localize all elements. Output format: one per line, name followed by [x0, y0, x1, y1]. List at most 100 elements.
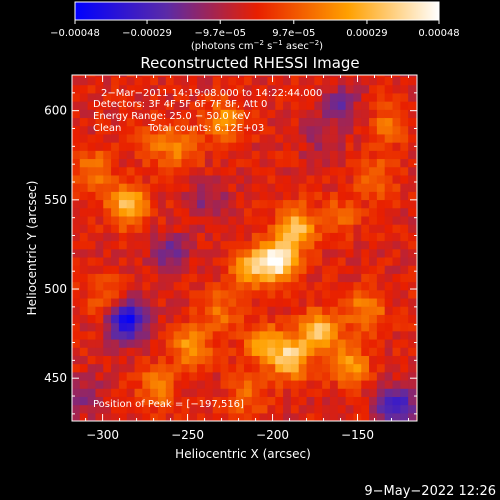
heatmap-cell	[87, 109, 97, 119]
heatmap-cell	[267, 101, 276, 110]
heatmap-cell	[329, 363, 339, 373]
heatmap-cell	[173, 322, 183, 332]
heatmap-cell	[103, 158, 112, 168]
heatmap-cell	[408, 84, 417, 94]
heatmap-cell	[392, 166, 401, 176]
heatmap-cell	[204, 396, 214, 406]
heatmap-cell	[361, 224, 370, 233]
heatmap-cell	[259, 297, 269, 307]
heatmap-cell	[290, 191, 300, 201]
heatmap-cell	[259, 396, 269, 406]
heatmap-cell	[400, 215, 409, 225]
heatmap-cell	[150, 248, 159, 258]
heatmap-cell	[126, 338, 136, 348]
heatmap-cell	[337, 84, 347, 94]
heatmap-cell	[290, 248, 300, 258]
heatmap-cell	[189, 191, 198, 201]
heatmap-cell	[400, 191, 409, 201]
heatmap-cell	[345, 109, 355, 119]
heatmap-cell	[275, 265, 284, 274]
heatmap-cell	[322, 297, 331, 307]
heatmap-cell	[111, 84, 120, 94]
heatmap-cell	[134, 150, 143, 160]
heatmap-cell	[408, 379, 417, 389]
heatmap-cell	[329, 125, 339, 135]
heatmap-cell	[361, 150, 370, 160]
heatmap-cell	[212, 330, 222, 340]
heatmap-cell	[158, 92, 167, 102]
heatmap-cell	[220, 265, 229, 274]
heatmap-cell	[79, 109, 89, 119]
heatmap-cell	[290, 379, 300, 389]
heatmap-cell	[322, 347, 331, 356]
heatmap-cell	[126, 396, 136, 406]
heatmap-cell	[322, 158, 331, 168]
heatmap-cell	[158, 388, 167, 397]
heatmap-cell	[220, 183, 229, 192]
heatmap-cell	[111, 347, 120, 356]
heatmap-cell	[142, 150, 151, 160]
heatmap-cell	[103, 388, 112, 397]
heatmap-cell	[236, 76, 245, 86]
heatmap-cell	[345, 273, 355, 283]
heatmap-cell	[283, 117, 292, 127]
heatmap-cell	[400, 412, 409, 421]
heatmap-cell	[103, 174, 112, 184]
heatmap-cell	[79, 347, 89, 356]
heatmap-cell	[306, 150, 315, 160]
heatmap-cell	[236, 191, 245, 201]
heatmap-cell	[251, 281, 261, 291]
heatmap-cell	[345, 166, 355, 176]
heatmap-cell	[142, 256, 151, 266]
heatmap-cell	[236, 142, 245, 151]
heatmap-cell	[103, 396, 112, 406]
heatmap-cell	[95, 330, 104, 340]
heatmap-cell	[228, 338, 237, 348]
heatmap-cell	[408, 158, 417, 168]
heatmap-cell	[353, 166, 362, 176]
heatmap-cell	[408, 297, 417, 307]
heatmap-cell	[72, 150, 81, 160]
heatmap-cell	[72, 166, 81, 176]
heatmap-cell	[118, 166, 128, 176]
heatmap-cell	[220, 215, 229, 225]
heatmap-cell	[415, 215, 417, 225]
heatmap-cell	[306, 338, 315, 348]
heatmap-cell	[337, 404, 347, 414]
heatmap-cell	[228, 355, 237, 365]
heatmap-cell	[72, 183, 81, 192]
heatmap-cell	[103, 125, 112, 135]
heatmap-cell	[165, 412, 175, 421]
heatmap-cell	[118, 330, 128, 340]
heatmap-cell	[236, 396, 245, 406]
heatmap-cell	[251, 92, 261, 102]
heatmap-cell	[384, 347, 394, 356]
heatmap-cell	[103, 133, 112, 143]
heatmap-cell	[283, 248, 292, 258]
heatmap-cell	[314, 199, 323, 209]
heatmap-cell	[408, 174, 417, 184]
heatmap-cell	[95, 158, 104, 168]
heatmap-cell	[259, 158, 269, 168]
heatmap-cell	[251, 289, 261, 299]
heatmap-cell	[126, 379, 136, 389]
heatmap-cell	[314, 207, 323, 217]
heatmap-cell	[142, 166, 151, 176]
heatmap-cell	[165, 183, 175, 192]
heatmap-cell	[103, 199, 112, 209]
heatmap-cell	[353, 84, 362, 94]
heatmap-cell	[259, 174, 269, 184]
heatmap-cell	[259, 256, 269, 266]
heatmap-cell	[251, 150, 261, 160]
heatmap-cell	[158, 117, 167, 127]
heatmap-cell	[361, 199, 370, 209]
heatmap-cell	[283, 92, 292, 102]
heatmap-cell	[95, 125, 104, 135]
heatmap-cell	[283, 256, 292, 266]
heatmap-cell	[189, 297, 198, 307]
heatmap-cell	[384, 191, 394, 201]
heatmap-cell	[118, 396, 128, 406]
heatmap-cell	[275, 404, 284, 414]
heatmap-cell	[158, 224, 167, 233]
heatmap-cell	[197, 281, 206, 291]
